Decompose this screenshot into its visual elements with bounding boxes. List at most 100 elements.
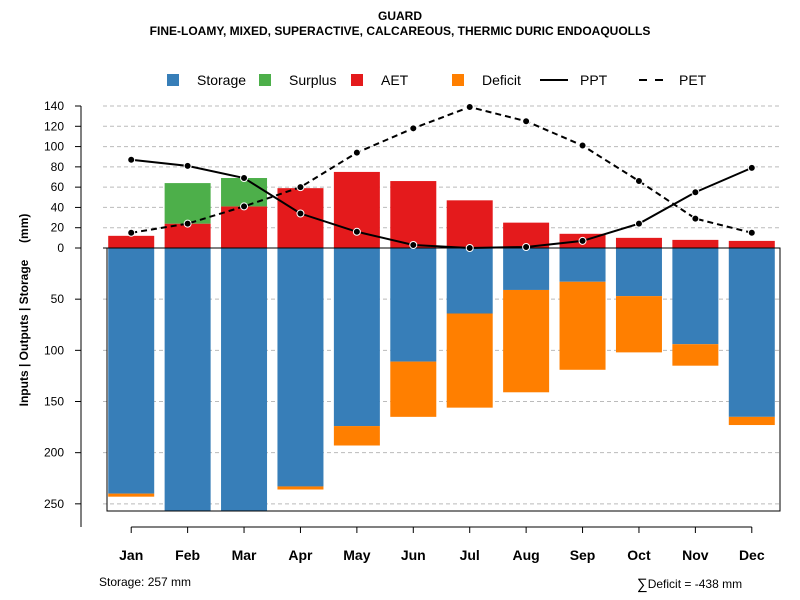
aet-bar (390, 181, 437, 248)
ppt-point (747, 163, 756, 172)
x-tick-label: Feb (175, 547, 200, 563)
x-tick-label: Mar (232, 547, 257, 563)
storage-bar (164, 248, 211, 511)
chart-title: GUARD (378, 9, 422, 23)
deficit-bar (615, 296, 662, 353)
aet-bar (164, 223, 211, 248)
y-axis-label: Inputs | Outputs | Storage (mm) (17, 214, 31, 407)
ppt-point (183, 161, 192, 170)
y-tick-label: 50 (51, 292, 65, 306)
aet-bar (615, 237, 662, 248)
legend-label-ppt: PPT (580, 72, 608, 88)
x-tick-label: Oct (627, 547, 651, 563)
deficit-total-text: Deficit = -438 mm (647, 577, 743, 591)
pet-point (127, 228, 136, 237)
pet-point (747, 228, 756, 237)
pet-point (409, 124, 418, 133)
surplus-bar (221, 178, 268, 207)
legend-label-pet: PET (679, 72, 707, 88)
aet-bar (221, 206, 268, 248)
y-tick-label: 200 (44, 446, 64, 460)
storage-bar (390, 248, 437, 362)
x-tick-label: Jul (460, 547, 480, 563)
x-tick-label: May (343, 547, 370, 563)
x-tick-label: Nov (682, 547, 709, 563)
ppt-point (691, 188, 700, 197)
surplus-bar (164, 183, 211, 224)
x-tick-label: Sep (570, 547, 596, 563)
aet-bar (108, 235, 155, 248)
y-tick-label: 100 (44, 343, 64, 357)
x-tick-label: Apr (288, 547, 313, 563)
y-tick-label: 80 (51, 160, 65, 174)
aet-bar (728, 240, 775, 248)
aet-bar (672, 239, 719, 248)
pet-point (240, 202, 249, 211)
x-tick-label: Aug (513, 547, 540, 563)
y-tick-label: 150 (44, 395, 64, 409)
legend-swatch-aet (351, 74, 363, 86)
pet-point (296, 183, 305, 192)
storage-bar (277, 248, 324, 487)
ppt-point (465, 244, 474, 252)
ppt-point (634, 219, 643, 228)
sum-symbol: ∑ (637, 576, 648, 593)
ppt-line (131, 158, 753, 250)
y-tick-label: 40 (51, 200, 65, 214)
y-tick-label: 250 (44, 497, 64, 511)
pet-point (634, 177, 643, 186)
legend-swatch-deficit (452, 74, 464, 86)
ppt-point (296, 209, 305, 218)
pet-point (522, 117, 531, 126)
legend-label-storage: Storage (197, 72, 246, 88)
storage-bar (333, 248, 380, 427)
deficit-total-label: ∑Deficit = -438 mm (637, 575, 743, 593)
lower-panel-frame (106, 247, 781, 512)
pet-line (131, 105, 753, 234)
legend-label-surplus: Surplus (289, 72, 336, 88)
pet-point (352, 148, 361, 157)
pet-point (183, 219, 192, 228)
ppt-point (522, 242, 531, 251)
x-tick-label: Jan (119, 547, 143, 563)
storage-bar (221, 248, 268, 511)
y-tick-label: 0 (57, 241, 64, 255)
storage-bar (615, 248, 662, 297)
ppt-point (240, 174, 249, 183)
deficit-bar (333, 426, 380, 446)
aet-bar (333, 171, 380, 248)
deficit-bar (728, 416, 775, 426)
storage-total-label: Storage: 257 mm (99, 575, 192, 589)
storage-bar (446, 248, 493, 314)
ppt-point (578, 236, 587, 245)
deficit-bar (108, 493, 155, 497)
pet-point (691, 214, 700, 223)
pet-point (465, 103, 474, 112)
y-tick-label: 20 (51, 221, 65, 235)
legend-label-aet: AET (381, 72, 409, 88)
deficit-bar (446, 313, 493, 408)
ppt-point (409, 240, 418, 249)
legend-label-deficit: Deficit (482, 72, 521, 88)
x-tick-label: Jun (401, 547, 426, 563)
y-tick-label: 60 (51, 180, 65, 194)
ppt-point (352, 227, 361, 236)
deficit-bar (559, 281, 606, 370)
ppt-point (127, 155, 136, 164)
chart-subtitle: FINE-LOAMY, MIXED, SUPERACTIVE, CALCAREO… (149, 24, 651, 38)
x-tick-label: Dec (739, 547, 765, 563)
deficit-bar (277, 486, 324, 490)
deficit-bar (672, 344, 719, 366)
storage-bar (108, 248, 155, 494)
storage-bar (728, 248, 775, 417)
deficit-bar (503, 289, 550, 393)
storage-bar (672, 248, 719, 345)
y-tick-label: 120 (44, 119, 64, 133)
y-tick-label: 100 (44, 140, 64, 154)
storage-bar (559, 248, 606, 282)
y-tick-label: 140 (44, 99, 64, 113)
storage-bar (503, 248, 550, 290)
aet-bar (446, 200, 493, 248)
legend-swatch-surplus (259, 74, 271, 86)
